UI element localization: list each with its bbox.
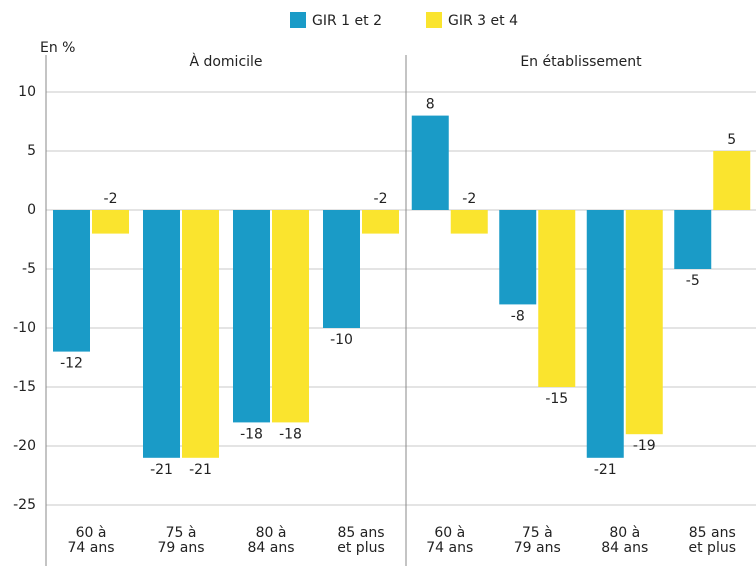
bar (323, 210, 360, 328)
x-tick-label: 60 à 74 ans (67, 525, 115, 556)
bar (53, 210, 90, 352)
data-label: -8 (511, 308, 525, 324)
y-axis-label: En % (40, 40, 75, 56)
y-tick-label: -5 (22, 261, 36, 277)
bar (586, 210, 624, 458)
data-label: -12 (60, 356, 83, 372)
legend-label: GIR 3 et 4 (448, 13, 518, 29)
bar (625, 210, 663, 435)
legend-swatch (290, 12, 306, 28)
data-label: -2 (374, 191, 388, 207)
y-tick-label: -10 (13, 320, 36, 336)
data-label: -19 (633, 438, 656, 454)
y-tick-label: -15 (13, 379, 36, 395)
bar (411, 115, 449, 210)
data-label: -5 (686, 273, 700, 289)
y-tick-label: -25 (13, 497, 36, 513)
data-label: -21 (594, 462, 617, 478)
data-label: -10 (330, 332, 353, 348)
x-tick-label: 75 à 79 ans (157, 525, 205, 556)
legend-swatch (426, 12, 442, 28)
x-tick-label: 75 à 79 ans (513, 525, 561, 556)
bar (674, 210, 712, 269)
x-tick-label: 80 à 84 ans (247, 525, 295, 556)
bar (92, 210, 129, 234)
bar (450, 210, 488, 234)
data-label: -18 (240, 426, 263, 442)
x-tick-label: 85 ans et plus (337, 525, 385, 556)
y-tick-label: 5 (27, 143, 36, 159)
data-label: 5 (727, 132, 736, 148)
x-tick-label: 60 à 74 ans (426, 525, 474, 556)
panel-title: En établissement (520, 54, 642, 70)
bar (272, 210, 309, 423)
data-label: -2 (462, 191, 476, 207)
panel-title: À domicile (189, 53, 262, 70)
data-label: -2 (104, 191, 118, 207)
data-label: -18 (279, 426, 302, 442)
x-tick-label: 85 ans et plus (688, 525, 737, 556)
bar (182, 210, 219, 458)
y-tick-label: 0 (27, 202, 36, 218)
bar (713, 151, 751, 210)
bar (499, 210, 537, 305)
bar (538, 210, 576, 387)
data-label: -15 (545, 391, 568, 407)
data-label: 8 (426, 97, 435, 113)
x-tick-label: 80 à 84 ans (601, 525, 649, 556)
y-tick-label: -20 (13, 438, 36, 454)
bar (362, 210, 399, 234)
y-tick-label: 10 (18, 84, 36, 100)
bar (233, 210, 270, 423)
legend-label: GIR 1 et 2 (312, 13, 382, 29)
bar (143, 210, 180, 458)
data-label: -21 (150, 462, 173, 478)
data-label: -21 (189, 462, 212, 478)
